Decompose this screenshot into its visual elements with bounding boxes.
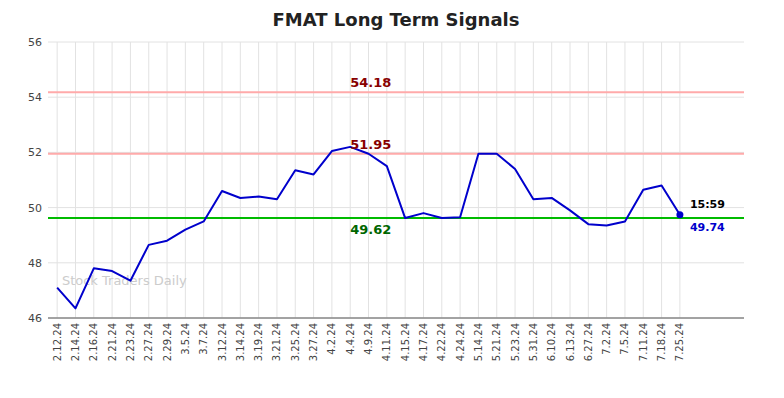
x-tick-label: 2.14.24 — [70, 323, 81, 361]
grid-line-y — [48, 207, 744, 208]
grid-line-x — [240, 42, 241, 318]
reference-line — [48, 91, 744, 93]
last-time-label: 15:59 — [690, 198, 725, 211]
grid-line-x — [588, 42, 589, 318]
grid-line-x — [515, 42, 516, 318]
x-tick-label: 3.14.24 — [235, 323, 246, 361]
x-tick-label: 2.29.24 — [162, 323, 173, 361]
x-tick-label: 2.12.24 — [52, 323, 63, 361]
chart: FMAT Long Term Signals 46 48 50 52 54 56 2.12.2… — [0, 0, 784, 398]
grid-line-y — [48, 42, 744, 43]
x-tick-label: 2.16.24 — [88, 323, 99, 361]
grid-line-x — [624, 42, 625, 318]
grid-line-x — [313, 42, 314, 318]
grid — [48, 42, 744, 318]
price-line — [57, 147, 680, 308]
x-tick-label: 5.14.24 — [473, 323, 484, 361]
x-axis-line — [48, 317, 744, 319]
x-tick-label: 3.12.24 — [217, 323, 228, 361]
x-tick-label: 4.4.24 — [345, 323, 356, 355]
x-tick-label: 4.11.24 — [381, 323, 392, 361]
x-tick-label: 2.21.24 — [107, 323, 118, 361]
x-tick-label: 4.24.24 — [455, 323, 466, 361]
reference-line — [48, 153, 744, 155]
x-tick-label: 6.27.24 — [583, 323, 594, 361]
x-tick-label: 3.21.24 — [271, 323, 282, 361]
x-tick-label: 5.31.24 — [528, 323, 539, 361]
x-tick-label: 6.13.24 — [565, 323, 576, 361]
grid-line-x — [570, 42, 571, 318]
x-tick-label: 2.27.24 — [143, 323, 154, 361]
grid-line-x — [679, 42, 680, 318]
reference-line — [48, 217, 744, 219]
x-tick-label: 3.5.24 — [180, 323, 191, 355]
title: FMAT Long Term Signals — [273, 9, 520, 30]
x-tick-label: 3.25.24 — [290, 323, 301, 361]
x-tick-label: 6.10.24 — [546, 323, 557, 361]
x-tick-label: 7.11.24 — [638, 323, 649, 361]
last-price-marker — [676, 211, 683, 218]
plot-area — [48, 92, 744, 308]
reference-label: 49.62 — [350, 222, 391, 237]
x-tick-label: 7.2.24 — [601, 323, 612, 355]
grid-line-x — [643, 42, 644, 318]
y-tick-label: 46 — [28, 312, 42, 325]
grid-line-x — [331, 42, 332, 318]
grid-line-x — [203, 42, 204, 318]
grid-line-x — [478, 42, 479, 318]
x-tick-label: 5.21.24 — [491, 323, 502, 361]
x-tick-label: 3.19.24 — [253, 323, 264, 361]
grid-line-x — [661, 42, 662, 318]
x-tick-label: 2.23.24 — [125, 323, 136, 361]
x-tick-label: 4.17.24 — [418, 323, 429, 361]
reference-label: 51.95 — [350, 137, 391, 152]
grid-line-x — [606, 42, 607, 318]
grid-line-x — [533, 42, 534, 318]
grid-line-x — [222, 42, 223, 318]
last-price-label: 49.74 — [690, 221, 725, 234]
grid-line-x — [295, 42, 296, 318]
y-tick-label: 54 — [28, 91, 42, 104]
x-tick-label: 4.22.24 — [436, 323, 447, 361]
grid-line-x — [57, 42, 58, 318]
x-tick-label: 4.15.24 — [400, 323, 411, 361]
grid-line-x — [460, 42, 461, 318]
x-tick-label: 4.2.24 — [326, 323, 337, 355]
grid-line-y — [48, 318, 744, 319]
y-tick-label: 52 — [28, 146, 42, 159]
x-tick-label: 3.27.24 — [308, 323, 319, 361]
y-tick-label: 50 — [28, 202, 42, 215]
x-tick-label: 3.7.24 — [198, 323, 209, 355]
grid-line-x — [276, 42, 277, 318]
grid-line-x — [423, 42, 424, 318]
x-tick-label: 7.25.24 — [674, 323, 685, 361]
grid-line-x — [496, 42, 497, 318]
grid-line-x — [551, 42, 552, 318]
x-tick-label: 4.9.24 — [363, 323, 374, 355]
grid-line-y — [48, 97, 744, 98]
grid-line-y — [48, 262, 744, 263]
background — [0, 0, 784, 398]
watermark: Stock Traders Daily — [62, 273, 187, 288]
reference-label: 54.18 — [350, 75, 391, 90]
grid-line-x — [258, 42, 259, 318]
grid-line-x — [441, 42, 442, 318]
y-tick-label: 56 — [28, 36, 42, 49]
grid-line-x — [405, 42, 406, 318]
grid-line-y — [48, 152, 744, 153]
x-tick-label: 7.5.24 — [619, 323, 630, 355]
y-tick-label: 48 — [28, 257, 42, 270]
x-tick-label: 5.23.24 — [510, 323, 521, 361]
x-tick-label: 7.18.24 — [656, 323, 667, 361]
